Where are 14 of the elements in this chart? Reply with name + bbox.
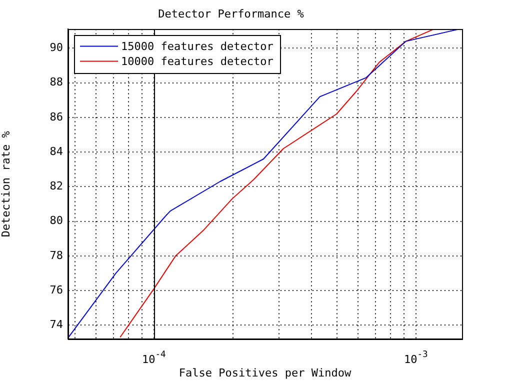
y-tick-label: 86 xyxy=(50,110,63,124)
y-tick-label: 90 xyxy=(50,41,63,54)
y-tick-label: 78 xyxy=(50,248,63,262)
legend-label: 15000 features detector xyxy=(121,40,274,54)
legend-label: 10000 features detector xyxy=(121,55,274,68)
x-axis-title: False Positives per Window xyxy=(178,366,352,380)
y-tick-label: 82 xyxy=(50,180,63,193)
y-tick-label: 74 xyxy=(50,318,64,332)
y-tick-label: 84 xyxy=(50,144,64,158)
y-tick-label: 88 xyxy=(50,76,63,89)
y-tick-label: 76 xyxy=(50,283,63,296)
chart-title: Detector Performance % xyxy=(158,7,304,20)
y-tick-label: 80 xyxy=(50,214,63,228)
y-axis-title: Detection rate % xyxy=(0,130,12,238)
